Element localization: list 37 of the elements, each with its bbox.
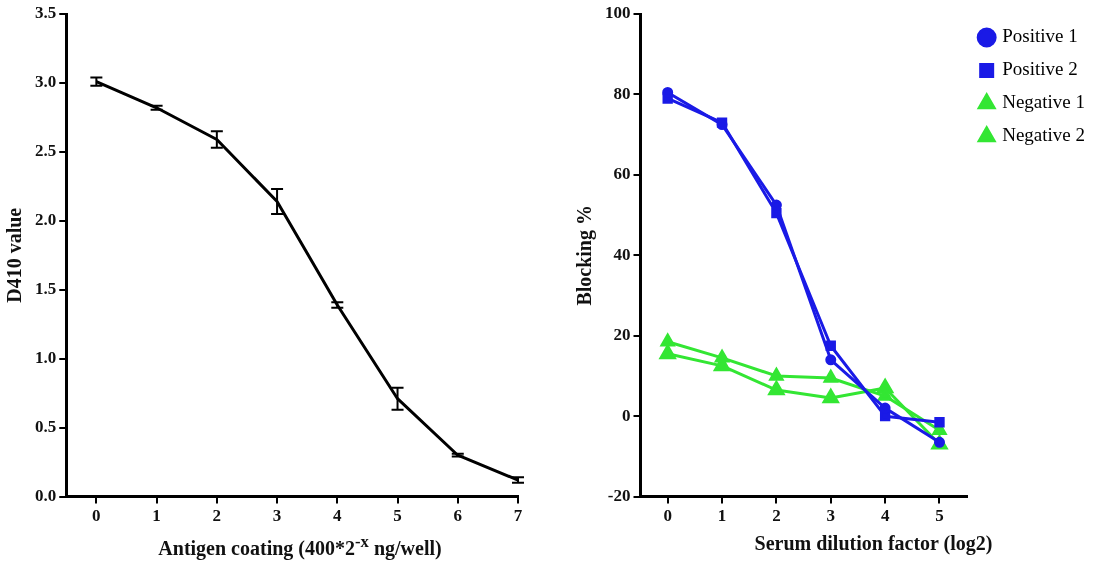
y-tick-label: 3.0	[35, 72, 57, 92]
y-tick-label: 0	[622, 405, 631, 425]
y-axis-title: Blocking %	[573, 205, 597, 306]
y-tick-label: -20	[607, 485, 631, 505]
x-tick-label: 3	[826, 506, 836, 526]
x-tick-label: 4	[333, 506, 343, 526]
y-tick-label: 100	[605, 3, 631, 23]
y-tick-label: 40	[613, 244, 631, 264]
x-tick-label: 0	[92, 506, 101, 526]
y-tick-label: 80	[613, 83, 631, 103]
legend-label: Negative 1	[1002, 91, 1085, 113]
x-tick-label: 2	[212, 506, 222, 526]
y-tick-label: 0.5	[35, 417, 57, 437]
x-axis-title: Serum dilution factor (log2)	[753, 532, 994, 555]
y-tick-label: 2.5	[35, 141, 57, 161]
y-tick-label: 20	[613, 325, 631, 345]
y-axis-title: D410 value	[3, 207, 26, 303]
x-axis-title: Antigen coating (400*2$^{-x}$ ng/well)	[157, 532, 443, 560]
legend-label: Positive 2	[1002, 58, 1078, 80]
y-tick-label: 1.5	[35, 279, 57, 299]
y-tick-label: 2.0	[35, 210, 57, 230]
x-tick-label: 0	[663, 506, 672, 526]
legend-label: Negative 2	[1002, 124, 1085, 146]
x-tick-label: 5	[935, 506, 944, 526]
y-tick-label: 3.5	[35, 3, 57, 23]
x-tick-label: 7	[513, 506, 523, 526]
y-tick-label: 1.0	[35, 348, 57, 368]
x-tick-label: 1	[717, 506, 727, 526]
x-tick-label: 6	[453, 506, 463, 526]
x-tick-label: 2	[772, 506, 781, 526]
x-tick-label: 3	[272, 506, 282, 526]
x-tick-label: 5	[393, 506, 402, 526]
legend-label: Positive 1	[1002, 25, 1078, 47]
y-tick-label: 60	[613, 164, 631, 184]
x-tick-label: 4	[880, 506, 890, 526]
x-tick-label: 1	[152, 506, 161, 526]
y-tick-label: 0.0	[35, 485, 57, 505]
